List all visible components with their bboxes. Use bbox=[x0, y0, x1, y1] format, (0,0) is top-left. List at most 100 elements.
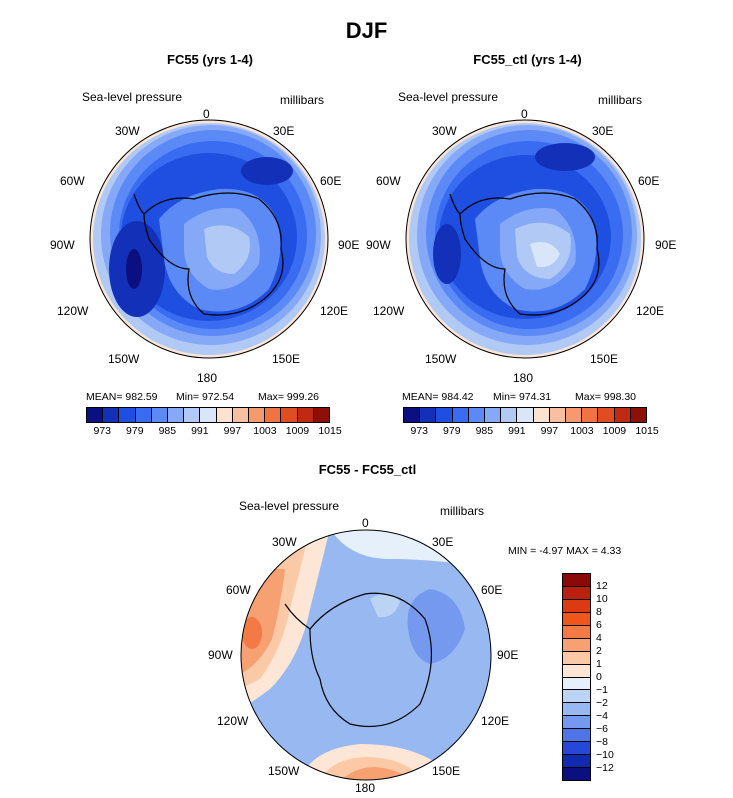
colorbar-diff-tick-label: −6 bbox=[596, 723, 608, 735]
map-diff-border bbox=[240, 529, 492, 781]
colorbar-diff-tick-label: −12 bbox=[596, 762, 614, 774]
colorbar-diff-swatch-15 bbox=[563, 768, 590, 780]
map-left-border bbox=[89, 119, 329, 359]
lon-120e-left: 120E bbox=[320, 304, 349, 318]
colorbar-diff bbox=[562, 573, 591, 781]
colorbar-left-tick-label: 1009 bbox=[285, 425, 310, 437]
lon-90w-diff: 90W bbox=[208, 648, 233, 662]
colorbar-diff-swatch-9 bbox=[563, 690, 590, 704]
lon-90e-left: 90E bbox=[338, 238, 360, 252]
colorbar-left-swatch-3 bbox=[135, 408, 152, 422]
colorbar-right-swatch-10 bbox=[566, 408, 583, 422]
lon-90e-right: 90E bbox=[655, 238, 677, 252]
panel-title-diff: FC55 - FC55_ctl bbox=[318, 462, 417, 477]
colorbar-left-swatch-0 bbox=[87, 408, 104, 422]
colorbar-left-tick-label: 979 bbox=[126, 425, 144, 437]
colorbar-left-swatch-14 bbox=[313, 408, 330, 422]
colorbar-left bbox=[86, 407, 330, 423]
stat-mean-left: MEAN= 982.59 bbox=[86, 391, 158, 403]
lon-150w-diff: 150W bbox=[268, 764, 300, 778]
map-right-low-north bbox=[535, 143, 595, 171]
lon-120w-left: 120W bbox=[57, 304, 89, 318]
colorbar-right-swatch-12 bbox=[598, 408, 615, 422]
lon-30e-diff: 30E bbox=[432, 535, 454, 549]
map-diff-peninsula bbox=[284, 603, 311, 630]
colorbar-right-swatch-2 bbox=[436, 408, 453, 422]
colorbar-right-swatch-3 bbox=[452, 408, 469, 422]
map-right-coastline bbox=[459, 192, 600, 316]
lon-30w-right: 30W bbox=[432, 124, 457, 138]
lon-180-right: 180 bbox=[513, 371, 534, 385]
colorbar-diff-swatch-13 bbox=[563, 742, 590, 756]
lon-150e-left: 150E bbox=[272, 352, 301, 366]
colorbar-diff-tick-label: 2 bbox=[596, 645, 602, 657]
lon-30e-left: 30E bbox=[273, 124, 295, 138]
map-right-antarctic-994 bbox=[530, 241, 560, 268]
colorbar-diff-tick-label: −4 bbox=[596, 710, 608, 722]
lon-150e-diff: 150E bbox=[432, 764, 461, 778]
lon-30w-left: 30W bbox=[115, 124, 140, 138]
map-diff-neg-4 bbox=[407, 589, 465, 664]
colorbar-left-swatch-5 bbox=[168, 408, 185, 422]
colorbar-left-tick-label: 973 bbox=[93, 425, 112, 437]
colorbar-left-tick-label: 997 bbox=[223, 425, 242, 437]
colorbar-right-swatch-0 bbox=[404, 408, 421, 422]
lon-0-right: 0 bbox=[521, 107, 528, 121]
colorbar-diff-swatch-11 bbox=[563, 716, 590, 730]
lon-120e-right: 120E bbox=[636, 304, 665, 318]
colorbar-right-swatch-14 bbox=[630, 408, 647, 422]
colorbar-diff-tick-label: 0 bbox=[596, 671, 602, 683]
lon-90e-diff: 90E bbox=[497, 648, 519, 662]
units-label-right: millibars bbox=[598, 93, 643, 107]
map-left-coastline bbox=[143, 192, 284, 316]
stat-min-right: Min= 974.31 bbox=[493, 391, 552, 403]
colorbar-right bbox=[403, 407, 647, 423]
lon-30e-right: 30E bbox=[592, 124, 614, 138]
variable-label-right: Sea-level pressure bbox=[398, 90, 499, 104]
map-diff bbox=[240, 529, 492, 781]
units-label-left: millibars bbox=[280, 93, 325, 107]
variable-label-left: Sea-level pressure bbox=[82, 90, 183, 104]
colorbar-diff-tick-label: −8 bbox=[596, 736, 608, 748]
colorbar-diff-swatch-0 bbox=[563, 574, 590, 587]
lon-180-left: 180 bbox=[197, 371, 218, 385]
colorbar-diff-swatch-1 bbox=[563, 586, 590, 600]
colorbar-right-swatch-13 bbox=[614, 408, 631, 422]
colorbar-diff-swatch-10 bbox=[563, 703, 590, 717]
lon-90w-left: 90W bbox=[50, 238, 75, 252]
colorbar-right-swatch-4 bbox=[468, 408, 486, 422]
lon-60w-left: 60W bbox=[60, 174, 85, 188]
colorbar-diff-tick-label: 4 bbox=[596, 632, 602, 644]
lon-120e-diff: 120E bbox=[481, 714, 510, 728]
lon-150e-right: 150E bbox=[590, 352, 619, 366]
colorbar-diff-swatch-2 bbox=[563, 599, 590, 613]
map-right-low-west bbox=[433, 224, 461, 284]
colorbar-diff-tick-label: −1 bbox=[596, 684, 608, 696]
colorbar-right-swatch-5 bbox=[485, 408, 502, 422]
lon-180-diff: 180 bbox=[355, 781, 376, 795]
colorbar-right-swatch-9 bbox=[549, 408, 567, 422]
lon-150w-left: 150W bbox=[108, 352, 140, 366]
colorbar-diff-swatch-7 bbox=[563, 664, 590, 678]
colorbar-right-tick-label: 985 bbox=[475, 425, 494, 437]
lon-120w-diff: 120W bbox=[217, 714, 249, 728]
map-diff-coastline bbox=[309, 592, 432, 728]
colorbar-left-tick-label: 991 bbox=[191, 425, 209, 437]
colorbar-diff-swatch-3 bbox=[563, 612, 590, 626]
colorbar-left-swatch-4 bbox=[151, 408, 169, 422]
colorbar-diff-tick-label: 6 bbox=[596, 619, 602, 631]
colorbar-right-swatch-8 bbox=[533, 408, 550, 422]
map-diff-neg-1 bbox=[370, 594, 400, 618]
colorbar-diff-tick-label: 8 bbox=[596, 606, 602, 618]
map-left bbox=[89, 119, 329, 359]
colorbar-diff-tick-label: 12 bbox=[596, 580, 608, 592]
stat-max-right: Max= 998.30 bbox=[575, 391, 637, 403]
colorbar-right-tick-label: 973 bbox=[410, 425, 429, 437]
colorbar-diff-swatch-6 bbox=[563, 651, 590, 665]
colorbar-left-tick-label: 985 bbox=[158, 425, 177, 437]
colorbar-left-swatch-7 bbox=[200, 408, 217, 422]
lon-150w-right: 150W bbox=[425, 352, 457, 366]
lon-60w-right: 60W bbox=[376, 174, 401, 188]
colorbar-left-swatch-9 bbox=[232, 408, 250, 422]
colorbar-left-swatch-13 bbox=[297, 408, 314, 422]
